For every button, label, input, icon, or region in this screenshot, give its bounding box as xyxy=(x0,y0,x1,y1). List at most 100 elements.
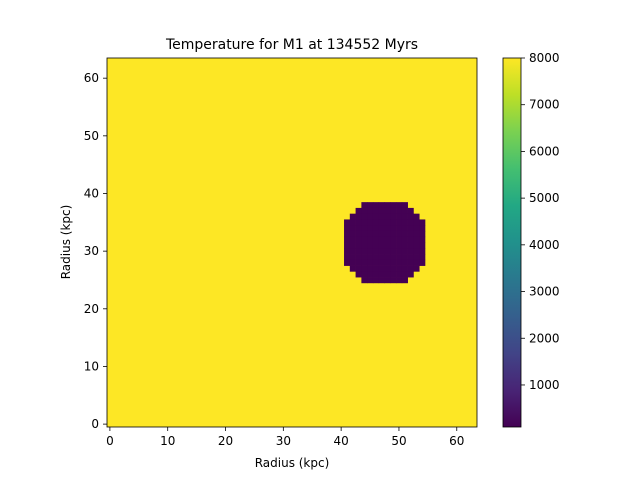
heatmap-cell xyxy=(361,265,368,272)
heatmap-cell xyxy=(367,219,374,226)
heatmap-cell xyxy=(349,230,356,238)
heatmap-cell xyxy=(355,213,362,220)
heatmap-cell xyxy=(372,242,380,249)
heatmap-cell xyxy=(401,254,408,261)
heatmap-cell xyxy=(378,207,385,215)
heatmap-cell xyxy=(401,242,408,249)
heatmap-cell xyxy=(355,219,362,226)
heatmap-cell xyxy=(413,248,420,255)
heatmap-cell xyxy=(401,265,408,272)
colorbar-tick-label: 5000 xyxy=(529,191,560,205)
heatmap-cell xyxy=(349,259,356,266)
heatmap-cell xyxy=(361,271,368,278)
heatmap-cell xyxy=(384,271,391,278)
heatmap-cell xyxy=(378,259,385,266)
heatmap-cell xyxy=(349,254,356,261)
heatmap-cell xyxy=(419,254,426,261)
heatmap-cell xyxy=(401,230,408,238)
heatmap-cell xyxy=(384,225,391,232)
y-tick-label: 20 xyxy=(84,302,99,316)
heatmap-cell xyxy=(355,225,362,232)
heatmap-cell xyxy=(390,202,397,209)
heatmap-cell xyxy=(413,265,420,272)
heatmap-cell xyxy=(372,202,380,209)
heatmap-cell xyxy=(401,213,408,220)
heatmap-cell xyxy=(349,236,356,243)
heatmap-cell xyxy=(396,207,403,215)
heatmap-cell xyxy=(361,259,368,266)
heatmap-cell xyxy=(390,242,397,249)
heatmap-image xyxy=(107,58,477,427)
chart-title: Temperature for M1 at 134552 Myrs xyxy=(165,37,418,53)
heatmap-cell xyxy=(372,271,380,278)
heatmap-cell xyxy=(413,242,420,249)
heatmap-cell xyxy=(367,213,374,220)
heatmap-cell xyxy=(372,225,380,232)
heatmap-cell xyxy=(396,230,403,238)
heatmap-cell xyxy=(390,225,397,232)
heatmap-cell xyxy=(390,277,397,284)
heatmap-cell xyxy=(413,230,420,238)
heatmap-cell xyxy=(349,219,356,226)
heatmap-cell xyxy=(396,277,403,284)
heatmap-cell xyxy=(355,242,362,249)
heatmap-cell xyxy=(396,265,403,272)
heatmap-cell xyxy=(401,236,408,243)
heatmap-cell xyxy=(419,242,426,249)
heatmap-cell xyxy=(384,248,391,255)
y-tick-label: 0 xyxy=(91,417,99,431)
heatmap-cell xyxy=(344,219,351,226)
heatmap-cell xyxy=(361,202,368,209)
heatmap-cell xyxy=(413,219,420,226)
heatmap-cell xyxy=(372,213,380,220)
x-tick-label: 50 xyxy=(391,434,406,448)
heatmap-cell xyxy=(367,207,374,215)
heatmap-cell xyxy=(344,242,351,249)
heatmap-cell xyxy=(384,265,391,272)
heatmap-cell xyxy=(361,207,368,215)
heatmap-cell xyxy=(372,207,380,215)
heatmap-cell xyxy=(372,259,380,266)
y-axis-label: Radius (kpc) xyxy=(59,205,73,280)
heatmap-cell xyxy=(390,259,397,266)
heatmap-cell xyxy=(419,236,426,243)
heatmap-cell xyxy=(372,254,380,261)
heatmap-cell xyxy=(367,236,374,243)
colorbar-tick-label: 2000 xyxy=(529,331,560,345)
heatmap-cell xyxy=(378,202,385,209)
heatmap-cell xyxy=(355,230,362,238)
heatmap-cell xyxy=(367,230,374,238)
heatmap-cell xyxy=(384,207,391,215)
heatmap-cell xyxy=(378,225,385,232)
colorbar-tick-label: 3000 xyxy=(529,285,560,299)
heatmap-cell xyxy=(413,236,420,243)
x-tick-label: 10 xyxy=(160,434,175,448)
heatmap-cell xyxy=(407,225,414,232)
heatmap-cell xyxy=(390,254,397,261)
heatmap-cell xyxy=(407,242,414,249)
heatmap-cell xyxy=(407,207,414,215)
heatmap-cell xyxy=(349,242,356,249)
y-tick-label: 50 xyxy=(84,129,99,143)
heatmap-cell xyxy=(390,265,397,272)
heatmap-cell xyxy=(355,254,362,261)
heatmap-cell xyxy=(378,230,385,238)
x-tick-label: 60 xyxy=(449,434,464,448)
heatmap-cell xyxy=(361,225,368,232)
heatmap-cell xyxy=(378,248,385,255)
heatmap-cell xyxy=(396,236,403,243)
y-tick-label: 10 xyxy=(84,359,99,373)
heatmap-cell xyxy=(349,248,356,255)
x-tick-label: 40 xyxy=(334,434,349,448)
heatmap-cell xyxy=(378,265,385,272)
heatmap-cell xyxy=(396,219,403,226)
x-tick-label: 20 xyxy=(218,434,233,448)
heatmap-cell xyxy=(396,271,403,278)
heatmap-cell xyxy=(407,213,414,220)
heatmap-cell xyxy=(390,213,397,220)
y-tick-label: 40 xyxy=(84,186,99,200)
heatmap-cell xyxy=(407,265,414,272)
heatmap-cell xyxy=(378,219,385,226)
heatmap-cell xyxy=(367,265,374,272)
